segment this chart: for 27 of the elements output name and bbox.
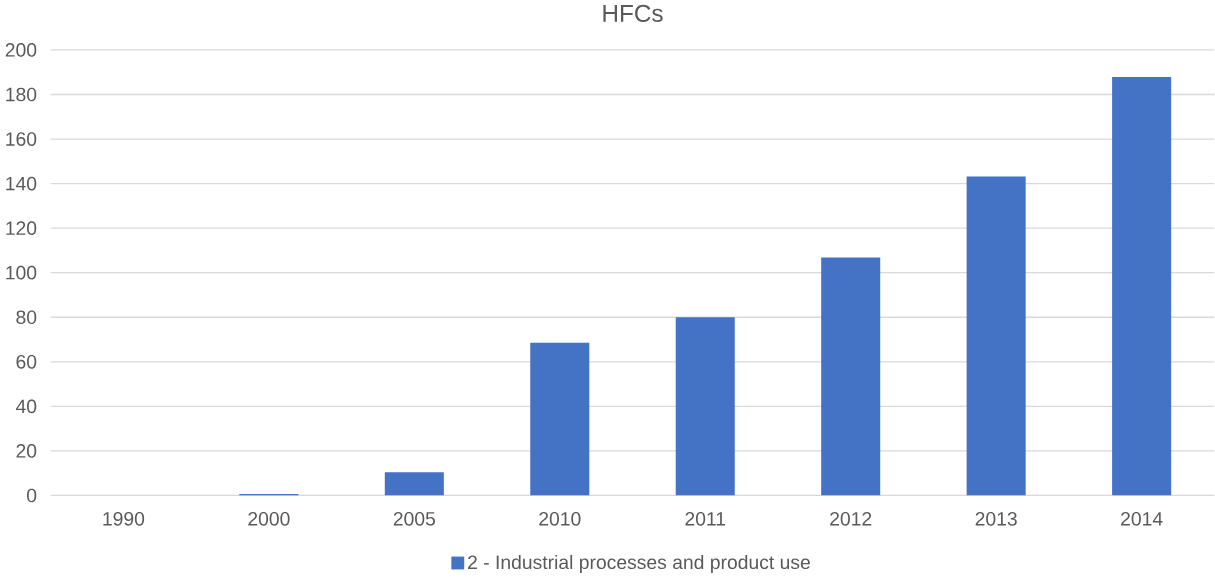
x-tick-label: 1990	[103, 512, 145, 526]
y-tick-label: 120	[6, 221, 37, 236]
legend-label: 2 - Industrial processes and product use	[468, 555, 810, 574]
x-tick-label: 2014	[1121, 512, 1163, 526]
y-tick-label: 180	[6, 87, 37, 102]
bar	[384, 472, 444, 496]
x-tick-label: 2000	[248, 512, 290, 526]
chart-title: HFCs	[603, 4, 663, 23]
x-tick-label: 2010	[539, 512, 581, 526]
bar	[530, 342, 590, 496]
x-tick-label: 2005	[393, 512, 435, 526]
bar	[821, 257, 881, 496]
y-tick-label: 60	[16, 355, 37, 369]
bar	[1112, 77, 1172, 496]
y-tick-label: 40	[15, 399, 37, 414]
y-tick-label: 200	[5, 43, 37, 57]
x-tick-label: 2011	[685, 512, 726, 526]
x-tick-label: 2013	[975, 512, 1017, 526]
bar	[966, 176, 1026, 496]
y-tick-label: 20	[16, 444, 37, 458]
y-tick-label: 80	[16, 310, 37, 325]
y-tick-label: 160	[6, 132, 37, 146]
y-tick-label: 100	[6, 265, 37, 280]
y-tick-label: 0	[27, 488, 37, 503]
x-tick-label: 2012	[830, 512, 872, 526]
y-tick-label: 140	[6, 176, 37, 191]
bar	[675, 317, 735, 496]
